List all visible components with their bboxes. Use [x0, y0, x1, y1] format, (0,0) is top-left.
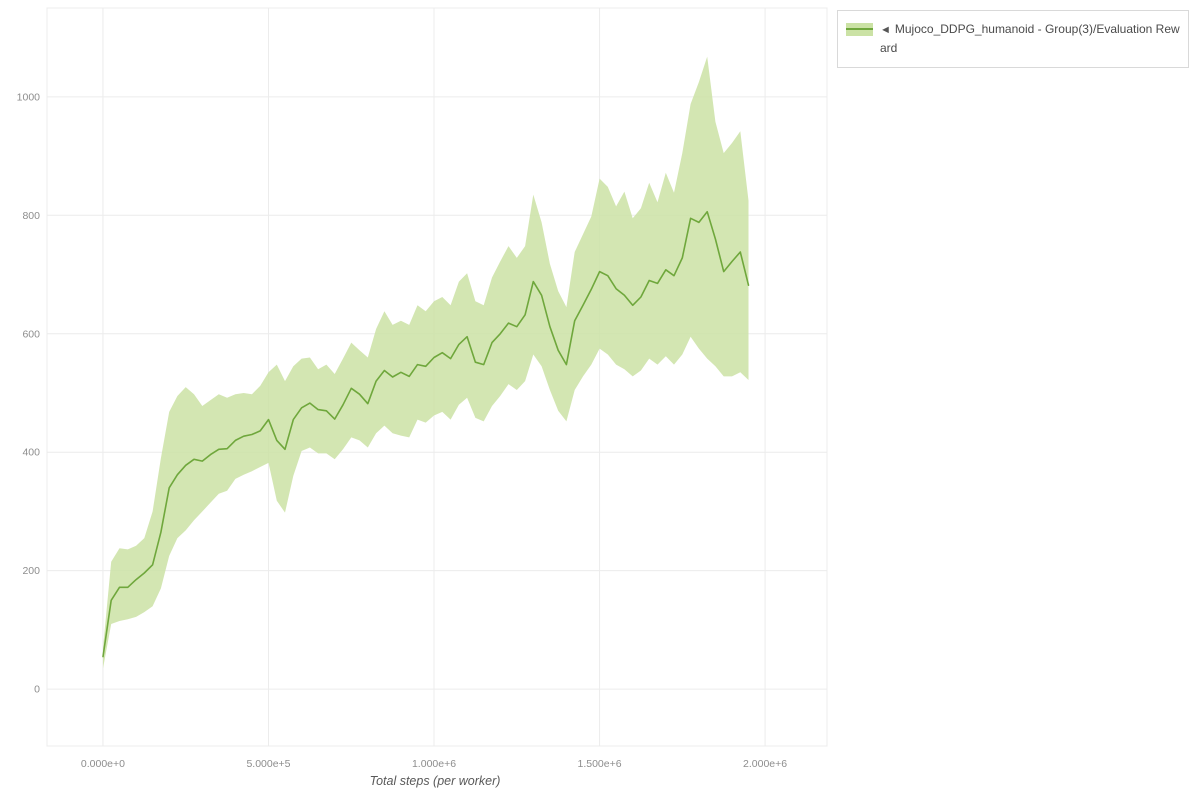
y-tick-label: 600: [22, 328, 40, 340]
x-tick-label: 0.000e+0: [81, 758, 125, 770]
legend-item[interactable]: ◄ Mujoco_DDPG_humanoid - Group(3)/Evaluat…: [880, 20, 1180, 58]
y-tick-label: 200: [22, 565, 40, 577]
y-tick-label: 0: [34, 684, 40, 696]
x-tick-label: 1.500e+6: [578, 758, 622, 770]
legend-label: Mujoco_DDPG_humanoid - Group(3)/Evaluati…: [880, 22, 1180, 56]
chart-plot-area[interactable]: 0.000e+0 5.000e+5 1.000e+6 1.500e+6 2.000e+6…: [0, 0, 835, 800]
x-axis-title: Total steps (per worker): [369, 774, 501, 788]
plot-border: [46, 7, 828, 747]
x-tick-label: 1.000e+6: [412, 758, 456, 770]
x-tick-label: 2.000e+6: [743, 758, 787, 770]
collapse-triangle-icon[interactable]: ◄: [880, 24, 891, 36]
legend-line-swatch: [846, 28, 873, 30]
legend: ◄ Mujoco_DDPG_humanoid - Group(3)/Evaluat…: [837, 10, 1189, 68]
y-tick-label: 400: [22, 447, 40, 459]
mean-line: [102, 210, 750, 658]
x-tick-label: 5.000e+5: [246, 758, 290, 770]
y-tick-label: 800: [22, 210, 40, 222]
legend-swatch: [846, 23, 873, 36]
y-tick-label: 1000: [17, 91, 41, 103]
chart-canvas: 0.000e+0 5.000e+5 1.000e+6 1.500e+6 2.000e+6…: [0, 0, 835, 800]
confidence-band: [103, 56, 749, 669]
